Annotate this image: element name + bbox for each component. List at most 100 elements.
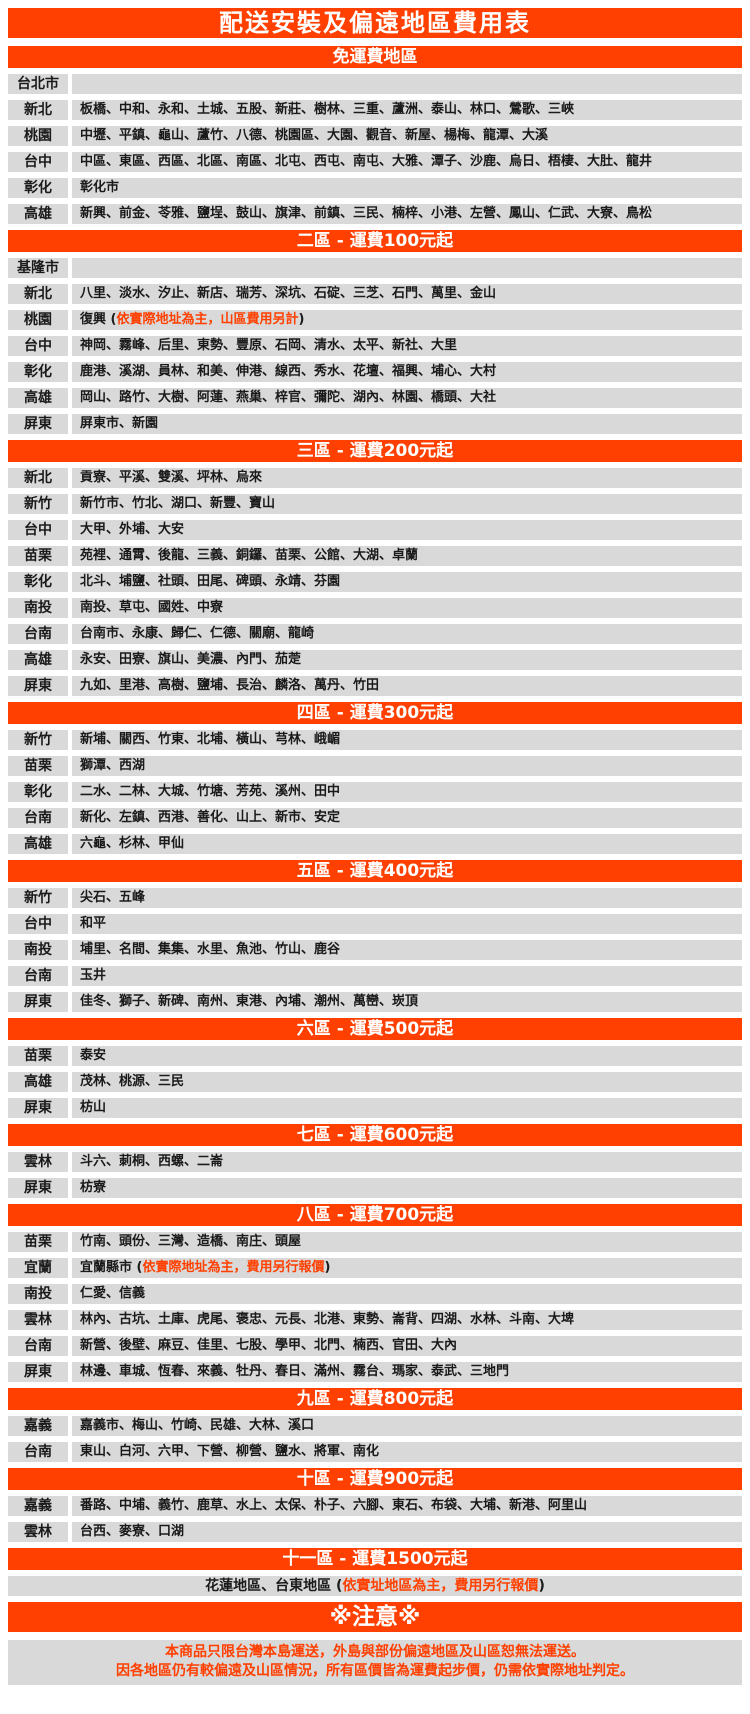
district-text: 九如、里港、高樹、鹽埔、長治、麟洛、萬丹、竹田 xyxy=(80,678,380,693)
region-districts: 番路、中埔、義竹、鹿草、水上、太保、朴子、六腳、東石、布袋、大埔、新港、阿里山 xyxy=(72,1496,742,1516)
district-text: 中壢、平鎮、龜山、蘆竹、八德、桃園區、大園、觀音、新屋、楊梅、龍潭、大溪 xyxy=(80,128,549,143)
district-text: 枋寮 xyxy=(80,1180,107,1195)
region-label: 雲林 xyxy=(8,1310,68,1330)
region-districts: 林邊、車城、恆春、來義、牡丹、春日、滿州、霧台、瑪家、泰武、三地門 xyxy=(72,1362,742,1382)
region-label: 屏東 xyxy=(8,414,68,434)
region-districts: 枋山 xyxy=(72,1098,742,1118)
region-label: 台南 xyxy=(8,1442,68,1462)
district-text: 鹿港、溪湖、員林、和美、伸港、線西、秀水、花壇、福興、埔心、大村 xyxy=(80,364,497,379)
region-row: 雲林 台西、麥寮、口湖 xyxy=(8,1522,742,1542)
district-text: 台西、麥寮、口湖 xyxy=(80,1524,185,1539)
region-label: 嘉義 xyxy=(8,1416,68,1436)
notice-line: 因各地區仍有較偏遠及山區情況，所有區價皆為運費起步價，仍需依實際地址判定。 xyxy=(116,1663,634,1679)
district-text: 林邊、車城、恆春、來義、牡丹、春日、滿州、霧台、瑪家、泰武、三地門 xyxy=(80,1364,510,1379)
region-label: 雲林 xyxy=(8,1152,68,1172)
district-text: 北斗、埔鹽、社頭、田尾、碑頭、永靖、芬園 xyxy=(80,574,341,589)
region-label: 高雄 xyxy=(8,204,68,224)
region-label: 南投 xyxy=(8,1284,68,1304)
region-label: 高雄 xyxy=(8,388,68,408)
region-row: 彰化 彰化市 xyxy=(8,178,742,198)
district-text: 和平 xyxy=(80,916,107,931)
region-districts: 新埔、關西、竹東、北埔、橫山、芎林、峨嵋 xyxy=(72,730,742,750)
region-row: 高雄 茂林、桃源、三民 xyxy=(8,1072,742,1092)
region-label: 南投 xyxy=(8,598,68,618)
region-districts: 新竹市、竹北、湖口、新豐、寶山 xyxy=(72,494,742,514)
fee-sections: 免運費地區 台北市 新北 板橋、中和、永和、土城、五股、新莊、樹林、三重、蘆洲、泰山、… xyxy=(8,46,742,1596)
region-districts: 中區、東區、西區、北區、南區、北屯、西屯、南屯、大雅、潭子、沙鹿、烏日、梧棲、大… xyxy=(72,152,742,172)
region-label: 彰化 xyxy=(8,362,68,382)
region-row: 新北 板橋、中和、永和、土城、五股、新莊、樹林、三重、蘆洲、泰山、林口、鶯歌、三峽 xyxy=(8,100,742,120)
district-text: 斗六、莿桐、西螺、二崙 xyxy=(80,1154,224,1169)
region-row: 嘉義 嘉義市、梅山、竹崎、民雄、大林、溪口 xyxy=(8,1416,742,1436)
region-districts: 北斗、埔鹽、社頭、田尾、碑頭、永靖、芬園 xyxy=(72,572,742,592)
region-districts: 岡山、路竹、大樹、阿蓮、燕巢、梓官、彌陀、湖內、林園、橋頭、大社 xyxy=(72,388,742,408)
region-label: 桃園 xyxy=(8,310,68,330)
region-row: 台南 東山、白河、六甲、下營、柳營、鹽水、將軍、南化 xyxy=(8,1442,742,1462)
district-text: 花蓮地區、台東地區 ( xyxy=(205,1578,343,1594)
district-text: 新興、前金、苓雅、鹽埕、鼓山、旗津、前鎮、三民、楠梓、小港、左營、鳳山、仁武、大… xyxy=(80,206,653,221)
region-districts: 貢寮、平溪、雙溪、坪林、烏來 xyxy=(72,468,742,488)
region-districts: 板橋、中和、永和、土城、五股、新莊、樹林、三重、蘆洲、泰山、林口、鶯歌、三峽 xyxy=(72,100,742,120)
region-label: 高雄 xyxy=(8,834,68,854)
district-text: 苑裡、通霄、後龍、三義、銅鑼、苗栗、公館、大湖、卓蘭 xyxy=(80,548,419,563)
region-row: 台南 台南市、永康、歸仁、仁德、關廟、龍崎 xyxy=(8,624,742,644)
district-note-red: 依實址地區為主，費用另行報價 xyxy=(342,1578,539,1594)
region-row: 屏東 枋山 xyxy=(8,1098,742,1118)
region-row: 嘉義 番路、中埔、義竹、鹿草、水上、太保、朴子、六腳、東石、布袋、大埔、新港、阿里… xyxy=(8,1496,742,1516)
region-districts: 枋寮 xyxy=(72,1178,742,1198)
region-label: 屏東 xyxy=(8,1362,68,1382)
region-label: 台中 xyxy=(8,152,68,172)
district-text: 仁愛、信義 xyxy=(80,1286,146,1301)
region-row: 台中 大甲、外埔、大安 xyxy=(8,520,742,540)
section-header: 五區 - 運費400元起 xyxy=(8,860,742,882)
region-label: 台南 xyxy=(8,624,68,644)
region-districts: 二水、二林、大城、竹塘、芳苑、溪州、田中 xyxy=(72,782,742,802)
region-label: 屏東 xyxy=(8,992,68,1012)
district-text: 枋山 xyxy=(80,1100,107,1115)
section-header: 七區 - 運費600元起 xyxy=(8,1124,742,1146)
section-header: 十區 - 運費900元起 xyxy=(8,1468,742,1490)
region-districts: 新營、後壁、麻豆、佳里、七股、學甲、北門、楠西、官田、大內 xyxy=(72,1336,742,1356)
region-row: 台南 新營、後壁、麻豆、佳里、七股、學甲、北門、楠西、官田、大內 xyxy=(8,1336,742,1356)
region-label: 台中 xyxy=(8,336,68,356)
district-note-red: 依實際地址為主，山區費用另計 xyxy=(116,312,299,327)
region-label: 嘉義 xyxy=(8,1496,68,1516)
district-text: 玉井 xyxy=(80,968,107,983)
region-row: 高雄 六龜、杉林、甲仙 xyxy=(8,834,742,854)
notice-header: ※注意※ xyxy=(8,1602,742,1632)
region-row: 彰化 二水、二林、大城、竹塘、芳苑、溪州、田中 xyxy=(8,782,742,802)
region-label: 新北 xyxy=(8,284,68,304)
section-header: 十一區 - 運費1500元起 xyxy=(8,1548,742,1570)
region-districts: 屏東市、新園 xyxy=(72,414,742,434)
district-text: 泰安 xyxy=(80,1048,107,1063)
region-districts xyxy=(72,258,742,278)
region-label: 屏東 xyxy=(8,676,68,696)
district-text: 岡山、路竹、大樹、阿蓮、燕巢、梓官、彌陀、湖內、林園、橋頭、大社 xyxy=(80,390,497,405)
region-label: 苗栗 xyxy=(8,756,68,776)
region-districts: 斗六、莿桐、西螺、二崙 xyxy=(72,1152,742,1172)
region-row: 基隆市 xyxy=(8,258,742,278)
district-text: 嘉義市、梅山、竹崎、民雄、大林、溪口 xyxy=(80,1418,315,1433)
district-text: ) xyxy=(538,1578,545,1594)
region-label: 苗栗 xyxy=(8,546,68,566)
region-label: 桃園 xyxy=(8,126,68,146)
district-text: 彰化市 xyxy=(80,180,120,195)
district-text: 中區、東區、西區、北區、南區、北屯、西屯、南屯、大雅、潭子、沙鹿、烏日、梧棲、大… xyxy=(80,154,653,169)
region-row: 屏東 林邊、車城、恆春、來義、牡丹、春日、滿州、霧台、瑪家、泰武、三地門 xyxy=(8,1362,742,1382)
notice-block: 本商品只限台灣本島運送，外島與部份偏遠地區及山區恕無法運送。 因各地區仍有較偏遠… xyxy=(8,1640,742,1685)
region-districts: 台南市、永康、歸仁、仁德、關廟、龍崎 xyxy=(72,624,742,644)
region-row: 屏東 佳冬、獅子、新碑、南州、東港、內埔、潮州、萬巒、崁頂 xyxy=(8,992,742,1012)
region-row: 台中 神岡、霧峰、后里、東勢、豐原、石岡、清水、太平、新社、大里 xyxy=(8,336,742,356)
region-label: 台北市 xyxy=(8,74,68,94)
region-label: 新竹 xyxy=(8,494,68,514)
region-districts: 九如、里港、高樹、鹽埔、長治、麟洛、萬丹、竹田 xyxy=(72,676,742,696)
region-label: 屏東 xyxy=(8,1178,68,1198)
region-districts: 玉井 xyxy=(72,966,742,986)
region-districts xyxy=(72,74,742,94)
region-label: 彰化 xyxy=(8,178,68,198)
region-label: 台中 xyxy=(8,520,68,540)
region-row: 苗栗 獅潭、西湖 xyxy=(8,756,742,776)
district-text: 新埔、關西、竹東、北埔、橫山、芎林、峨嵋 xyxy=(80,732,341,747)
region-districts: 佳冬、獅子、新碑、南州、東港、內埔、潮州、萬巒、崁頂 xyxy=(72,992,742,1012)
region-label: 雲林 xyxy=(8,1522,68,1542)
